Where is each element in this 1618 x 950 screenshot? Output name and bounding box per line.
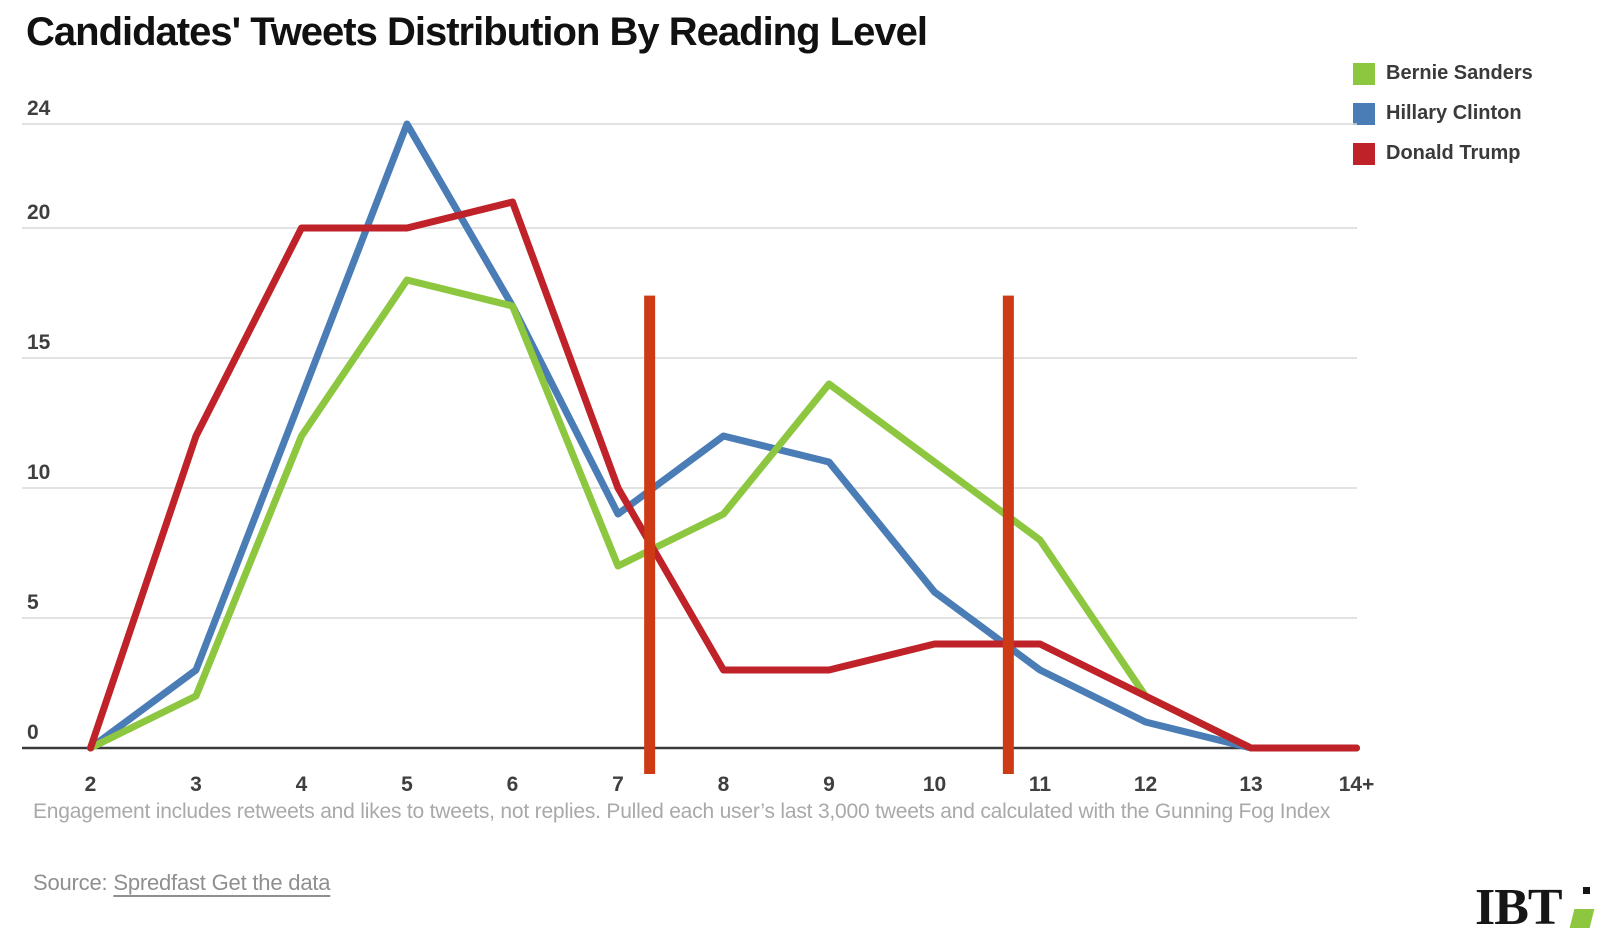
x-tick-label: 8: [718, 773, 730, 796]
x-tick-label: 6: [507, 773, 519, 796]
chart-footnote: Engagement includes retweets and likes t…: [33, 800, 1331, 823]
source-line: Source: Spredfast Get the data: [33, 870, 331, 896]
legend: Bernie Sanders Hillary Clinton Donald Trum…: [1353, 62, 1533, 165]
legend-item-donald-trump: Donald Trump: [1353, 142, 1533, 165]
legend-swatch-icon: [1353, 102, 1375, 125]
x-tick-label: 13: [1239, 773, 1262, 796]
y-tick-label: 10: [27, 461, 50, 484]
average-reading-level-marker: [644, 295, 656, 774]
ibt-logo-text: IBT: [1475, 879, 1563, 936]
ibt-logo-mark: [1566, 886, 1594, 930]
x-tick-label: 10: [923, 773, 946, 796]
logo-dot-icon: [1582, 887, 1590, 895]
y-tick-label: 24: [27, 97, 51, 120]
series-line-donald-trump: [87, 198, 1360, 752]
series-line-hillary-clinton: [87, 120, 1360, 752]
x-tick-label: 11: [1029, 773, 1052, 796]
x-tick-label: 3: [190, 773, 202, 796]
x-tick-label: 7: [612, 773, 624, 796]
y-tick-label: 5: [27, 591, 39, 614]
legend-item-bernie-sanders: Bernie Sanders: [1353, 62, 1533, 85]
legend-swatch-icon: [1353, 142, 1375, 165]
source-prefix: Source:: [33, 870, 114, 895]
legend-swatch-icon: [1353, 62, 1375, 85]
x-tick-label: 4: [296, 773, 308, 796]
logo-green-square-icon: [1569, 909, 1594, 929]
average-reading-level-marker: [1002, 295, 1014, 774]
y-tick-label: 20: [27, 201, 50, 224]
x-tick-label: 9: [823, 773, 835, 796]
x-tick-label: 5: [401, 773, 413, 796]
x-tick-label: 12: [1134, 773, 1157, 796]
legend-label: Donald Trump: [1386, 142, 1521, 164]
series-line-bernie-sanders: [87, 276, 1360, 752]
ibt-logo: IBT: [1475, 879, 1594, 936]
source-link[interactable]: Spredfast Get the data: [113, 870, 331, 895]
page-title: Candidates' Tweets Distribution By Readi…: [26, 10, 928, 54]
y-tick-label: 15: [27, 331, 51, 354]
x-tick-label: 2: [85, 773, 97, 796]
legend-label: Bernie Sanders: [1386, 62, 1533, 84]
y-tick-label: 0: [27, 721, 39, 744]
legend-item-hillary-clinton: Hillary Clinton: [1353, 102, 1533, 125]
legend-label: Hillary Clinton: [1386, 102, 1522, 124]
x-tick-label: 14+: [1339, 773, 1375, 796]
